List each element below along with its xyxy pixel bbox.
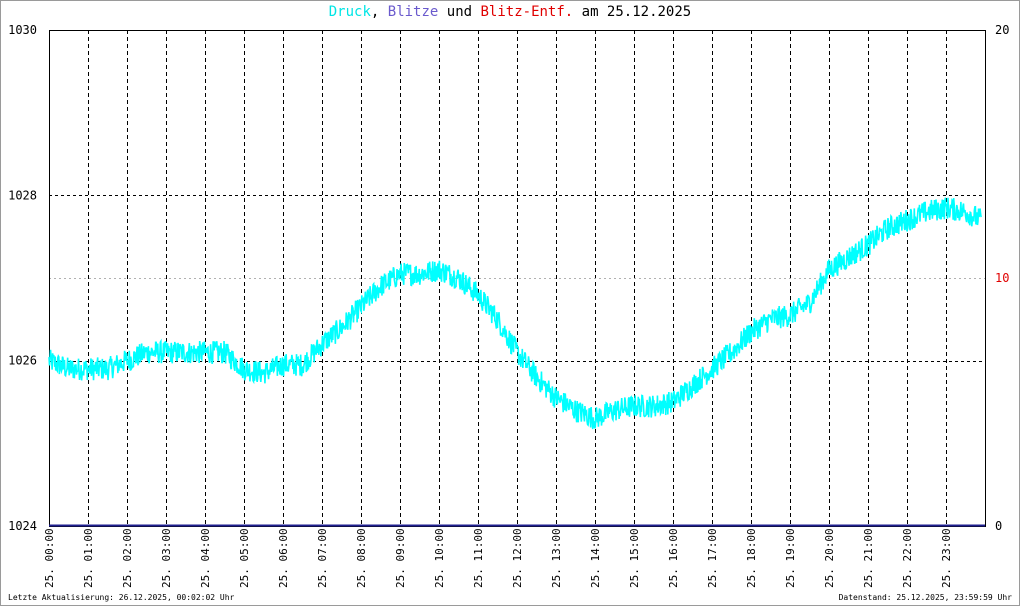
- y-right-tick-label: 10: [995, 271, 1009, 285]
- x-tick-label: 25. 16:00: [667, 528, 680, 588]
- x-tick-label: 25. 07:00: [316, 528, 329, 588]
- x-tick-label: 25. 08:00: [355, 528, 368, 588]
- title-date: am 25.12.2025: [573, 4, 692, 20]
- x-tick-label: 25. 06:00: [277, 528, 290, 588]
- chart-title: Druck, Blitze und Blitz-Entf. am 25.12.2…: [0, 4, 1020, 20]
- x-tick-label: 25. 11:00: [472, 528, 485, 588]
- x-tick-label: 25. 20:00: [823, 528, 836, 588]
- y-left-tick-label: 1024: [8, 519, 37, 533]
- y-left-tick-label: 1030: [8, 23, 37, 37]
- x-tick-label: 25. 02:00: [121, 528, 134, 588]
- x-tick-label: 25. 01:00: [82, 528, 95, 588]
- x-tick-label: 25. 09:00: [394, 528, 407, 588]
- x-tick-label: 25. 17:00: [706, 528, 719, 588]
- y-right-tick-label: 0: [995, 519, 1002, 533]
- x-tick-label: 25. 03:00: [160, 528, 173, 588]
- y-left-tick-label: 1028: [8, 188, 37, 202]
- x-tick-label: 25. 22:00: [901, 528, 914, 588]
- x-tick-label: 25. 05:00: [238, 528, 251, 588]
- y-left-tick-label: 1026: [8, 354, 37, 368]
- x-tick-label: 25. 14:00: [589, 528, 602, 588]
- title-blitze: Blitze: [387, 4, 439, 20]
- x-tick-label: 25. 21:00: [862, 528, 875, 588]
- title-blitz-entf: Blitz-Entf.: [480, 4, 574, 20]
- x-tick-label: 25. 04:00: [199, 528, 212, 588]
- series-druck-line: [48, 197, 982, 430]
- footer-last-update: Letzte Aktualisierung: 26.12.2025, 00:02…: [8, 593, 235, 602]
- x-tick-label: 25. 19:00: [784, 528, 797, 588]
- x-tick-label: 25. 15:00: [628, 528, 641, 588]
- y-right-tick-label: 20: [995, 23, 1009, 37]
- title-sep: und: [438, 4, 481, 20]
- x-tick-label: 25. 13:00: [550, 528, 563, 588]
- x-tick-label: 25. 00:00: [43, 528, 56, 588]
- x-tick-label: 25. 18:00: [745, 528, 758, 588]
- x-tick-label: 25. 10:00: [433, 528, 446, 588]
- x-tick-label: 25. 12:00: [511, 528, 524, 588]
- x-tick-label: 25. 23:00: [940, 528, 953, 588]
- title-druck: Druck: [328, 4, 371, 20]
- title-sep: ,: [370, 4, 388, 20]
- footer-data-status: Datenstand: 25.12.2025, 23:59:59 Uhr: [838, 593, 1012, 602]
